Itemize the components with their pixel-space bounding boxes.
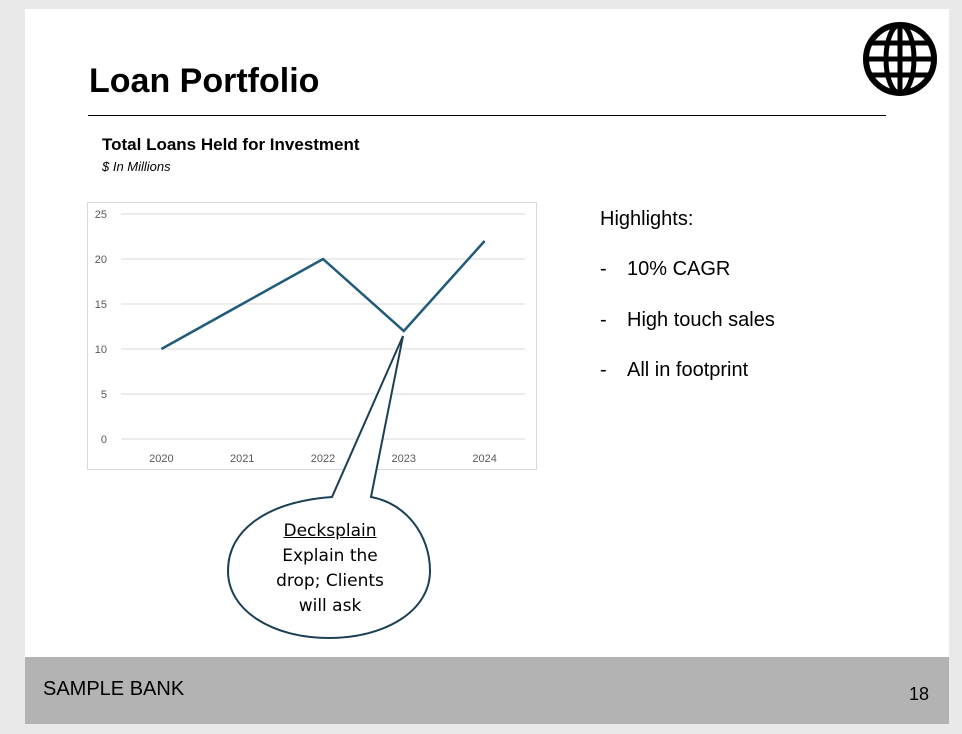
y-tick-label: 5 (101, 389, 107, 401)
x-tick-label: 2024 (472, 453, 496, 465)
callout-title: Decksplain (283, 521, 377, 541)
x-tick-label: 2021 (230, 453, 254, 465)
highlight-text: High touch sales (627, 309, 775, 331)
highlights-heading: Highlights: (600, 208, 694, 230)
bullet-dash: - (600, 359, 607, 381)
x-tick-label: 2022 (311, 453, 335, 465)
chart-plot: 0 5 10 15 20 25 2020 2021 2022 2023 2024 (95, 209, 525, 465)
globe-icon (863, 22, 937, 96)
callout-text: Decksplain Explain the drop; Clients wil… (265, 519, 395, 619)
y-tick-label: 25 (95, 209, 107, 221)
x-tick-label: 2020 (149, 453, 173, 465)
highlight-text: 10% CAGR (627, 258, 731, 280)
series-line (160, 240, 486, 351)
y-tick-label: 0 (101, 434, 107, 446)
footer-bar: SAMPLE BANK 18 (25, 657, 949, 724)
bullet-dash: - (600, 258, 607, 280)
highlight-text: All in footprint (627, 359, 749, 381)
title-divider (88, 115, 886, 116)
y-tick-label: 15 (95, 299, 107, 311)
chart-title: Total Loans Held for Investment (102, 135, 360, 154)
y-tick-label: 20 (95, 254, 107, 266)
page-number: 18 (908, 684, 929, 704)
slide-title: Loan Portfolio (89, 62, 320, 100)
footer-brand: SAMPLE BANK (43, 678, 185, 700)
callout-body: Explain the drop; Clients will ask (276, 546, 384, 616)
slide: Loan Portfolio Total Loans Held for Inve… (25, 9, 949, 724)
y-tick-label: 10 (95, 344, 107, 356)
line-chart: 0 5 10 15 20 25 2020 2021 2022 2023 2024 (87, 202, 537, 470)
chart-subtitle: $ In Millions (102, 159, 171, 174)
x-tick-label: 2023 (392, 453, 416, 465)
bullet-dash: - (600, 309, 607, 331)
